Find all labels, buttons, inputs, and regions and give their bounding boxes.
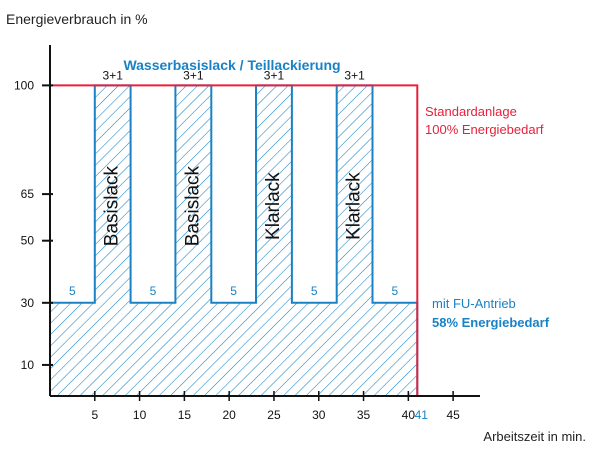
y-tick-label: 100 xyxy=(14,78,34,92)
x-tick-label: 5 xyxy=(91,408,98,422)
standard-series-line xyxy=(50,84,419,396)
y-tick-label: 65 xyxy=(21,187,35,201)
segment-duration-label: 5 xyxy=(311,284,318,298)
standard-annotation-line2: 100% Energiebedarf xyxy=(425,122,544,137)
segment-duration-label: 5 xyxy=(150,284,157,298)
segment-duration-label: 3+1 xyxy=(344,68,365,82)
x-highlight-label: 41 xyxy=(415,408,429,422)
segment-duration-label: 5 xyxy=(230,284,237,298)
segment-inner-label: Basislack xyxy=(182,165,203,246)
x-tick-label: 30 xyxy=(312,408,326,422)
x-tick-label: 15 xyxy=(178,408,192,422)
segment-duration-label: 5 xyxy=(69,284,76,298)
standard-annotation-line1: Standardanlage xyxy=(425,104,517,119)
segment-inner-label: Basislack xyxy=(102,165,123,246)
chart-title: Wasserbasislack / Teillackierung xyxy=(123,57,340,73)
fu-series-area xyxy=(50,85,418,397)
segment-inner-label: Klarlack xyxy=(344,172,365,240)
segment-duration-label: 5 xyxy=(392,284,399,298)
fu-annotation-line2: 58% Energiebedarf xyxy=(432,315,550,330)
y-tick-label: 10 xyxy=(21,358,35,372)
x-tick-label: 25 xyxy=(267,408,281,422)
x-tick-label: 35 xyxy=(357,408,371,422)
x-tick-label: 45 xyxy=(446,408,460,422)
x-tick-label: 40 xyxy=(402,408,416,422)
x-tick-label: 20 xyxy=(222,408,236,422)
x-tick-label: 10 xyxy=(133,408,147,422)
y-axis-label: Energieverbrauch in % xyxy=(6,11,148,27)
x-axis-label: Arbeitszeit in min. xyxy=(483,429,586,444)
segment-inner-label: Klarlack xyxy=(263,172,284,240)
segment-duration-label: 3+1 xyxy=(264,68,285,82)
y-tick-label: 50 xyxy=(21,234,35,248)
plot-area: 10 30 50 65 100 5 10 15 20 25 30 35 40 45 41 5 3+1 Basisl… xyxy=(14,45,480,422)
y-tick-label: 30 xyxy=(21,296,35,310)
segment-duration-label: 3+1 xyxy=(183,68,204,82)
fu-annotation-line1: mit FU-Antrieb xyxy=(432,296,516,311)
segment-duration-label: 3+1 xyxy=(103,68,124,82)
